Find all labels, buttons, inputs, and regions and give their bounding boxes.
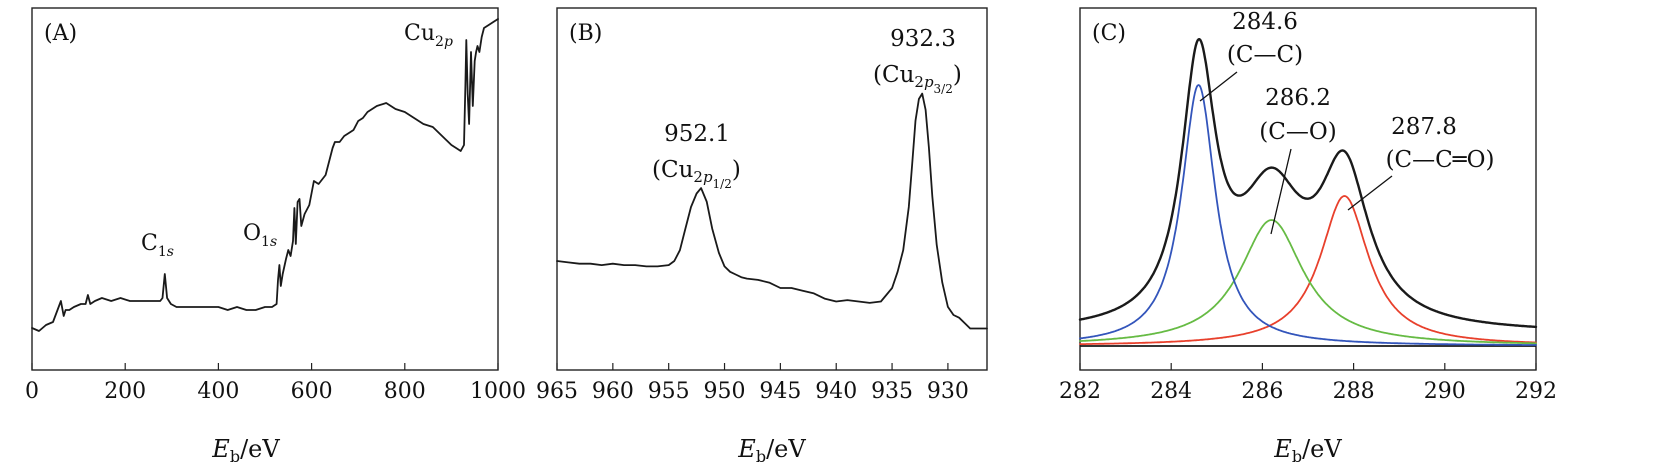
panel-c-peak-288-value: 287.8 <box>1391 114 1457 140</box>
panel-c-peak-284-leader <box>1199 71 1238 102</box>
panel-c-x-tick-label: 284 <box>1150 379 1192 404</box>
panel-b-x-ticks: 965 960 955 950 945 940 935 930 <box>536 363 969 404</box>
panel-a-x-tick-label: 400 <box>197 379 239 404</box>
panel-c-peak-288-bond: (C—C═O) <box>1386 147 1495 173</box>
panel-c-envelope-line <box>1078 38 1538 329</box>
panel-b-x-tick-label: 945 <box>759 379 801 404</box>
panel-c-component-286-line <box>1079 219 1537 345</box>
panel-b-x-tick-label: 955 <box>648 379 690 404</box>
panel-b-peak-932-label: (Cu2p3/2) <box>873 62 962 96</box>
panel-a-c1s-label: C1s <box>141 231 174 260</box>
panel-b-x-tick-label: 950 <box>704 379 746 404</box>
panel-b-x-axis-label: Eb/eV <box>737 435 806 466</box>
panel-c-x-tick-label: 286 <box>1241 379 1283 404</box>
panel-b-frame <box>556 7 988 371</box>
panel-c-peak-286-value: 286.2 <box>1265 85 1331 111</box>
panel-c: 282 284 286 288 290 292 (C) 284.6 (C—C) 286.2… <box>1059 7 1557 466</box>
panel-a-cu2p-label: Cu2p <box>404 21 453 50</box>
panel-c-peak-288-leader <box>1347 175 1393 211</box>
panel-a-x-tick-label: 600 <box>291 379 333 404</box>
panel-b-peak-932-value: 932.3 <box>890 26 956 52</box>
panel-a-x-axis-label: Eb/eV <box>211 435 280 466</box>
panel-b: 965 960 955 950 945 940 935 930 (B) 952.1 (Cu2p… <box>536 7 988 466</box>
panel-b-x-tick-label: 930 <box>927 379 969 404</box>
panel-b-x-tick-label: 935 <box>871 379 913 404</box>
panel-c-component-284-line <box>1079 84 1537 346</box>
panel-c-peak-286-bond: (C—O) <box>1259 119 1336 145</box>
panel-c-peak-284-value: 284.6 <box>1232 9 1298 35</box>
panel-b-x-tick-label: 960 <box>592 379 634 404</box>
panel-b-spectrum-line <box>556 92 988 330</box>
panel-c-component-288-line <box>1079 195 1537 345</box>
panel-c-x-axis-label: Eb/eV <box>1273 435 1342 466</box>
panel-a-x-tick-label: 200 <box>104 379 146 404</box>
panel-c-frame <box>1079 7 1537 371</box>
panel-a-frame <box>31 7 499 371</box>
panel-a-label: (A) <box>44 21 77 46</box>
panel-b-label: (B) <box>569 21 602 46</box>
panel-c-label: (C) <box>1092 21 1126 46</box>
panel-b-peak-952-value: 952.1 <box>664 121 730 147</box>
panel-b-x-tick-label: 965 <box>536 379 578 404</box>
panel-b-peak-952-label: (Cu2p1/2) <box>652 157 741 191</box>
panel-a-spectrum-line <box>31 18 499 332</box>
panel-a-x-tick-label: 800 <box>384 379 426 404</box>
panel-a-x-tick-label: 0 <box>25 379 39 404</box>
panel-b-x-tick-label: 940 <box>815 379 857 404</box>
panel-c-x-ticks: 282 284 286 288 290 292 <box>1059 363 1557 404</box>
panel-a-x-tick-label: 1000 <box>470 379 526 404</box>
panel-c-peak-284-bond: (C—C) <box>1227 42 1303 68</box>
panel-a: 0 200 400 600 800 1000 (A) C1s O1s Cu2p Eb/eV <box>25 7 526 466</box>
panel-c-x-tick-label: 292 <box>1515 379 1557 404</box>
panel-c-peak-286-leader <box>1270 148 1292 235</box>
panel-a-o1s-label: O1s <box>243 221 277 250</box>
panel-a-x-ticks: 0 200 400 600 800 1000 <box>25 363 526 404</box>
panel-c-x-tick-label: 282 <box>1059 379 1101 404</box>
panel-c-x-tick-label: 288 <box>1333 379 1375 404</box>
panel-c-x-tick-label: 290 <box>1424 379 1466 404</box>
